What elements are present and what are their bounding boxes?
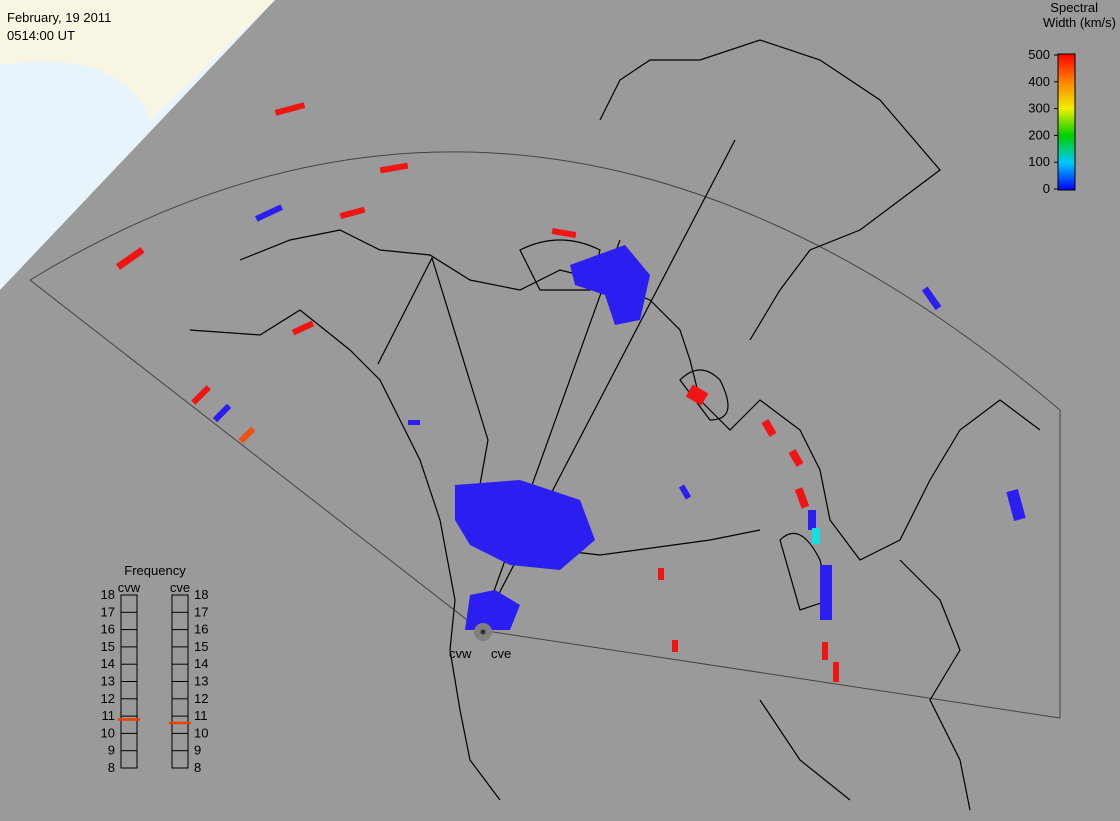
radar-name: cvw [118,580,141,595]
colorbar-tick-label: 200 [1028,127,1050,142]
station-label: cvw [449,646,472,661]
colorbar-title: Width (km/s) [1043,15,1116,30]
frequency-tick-label: 11 [194,708,208,723]
station-label: cve [491,646,511,661]
date: February, 19 2011 [7,10,111,25]
stations [474,623,492,641]
frequency-tick-label: 11 [102,708,116,723]
frequency-tick-label: 9 [108,743,115,758]
frequency-tick-label: 14 [101,656,115,671]
radar-echoes [115,102,1026,682]
frequency-tick-label: 9 [194,743,201,758]
frequency-tick-label: 15 [194,639,208,654]
frequency-tick-label: 13 [101,674,115,689]
colorbar-tick-label: 300 [1028,101,1050,116]
radar-name: cve [170,580,190,595]
frequency-tick-label: 8 [194,760,201,775]
frequency-tick-label: 12 [101,691,115,706]
daylight-sea [0,0,275,290]
frequency-title: Frequency [124,563,186,578]
time: 0514:00 UT [7,28,75,43]
frequency-tick-label: 16 [194,622,208,637]
colorbar-title: Spectral [1050,0,1098,15]
frequency-tick-label: 12 [194,691,208,706]
daylight-land [0,0,275,120]
frequency-tick-label: 18 [194,587,208,602]
frequency-tick-label: 10 [194,725,208,740]
colorbar [1057,53,1076,191]
colorbar-tick-label: 0 [1043,181,1050,196]
frequency-tick-label: 17 [101,604,115,619]
colorbar-tick-label: 500 [1028,47,1050,62]
frequency-tick-label: 15 [101,639,115,654]
frequency-tick-label: 16 [101,622,115,637]
frequency-tick-label: 10 [101,725,115,740]
frequency-tick-label: 18 [101,587,115,602]
colorbar-tick-label: 100 [1028,154,1050,169]
colorbar-tick-label: 400 [1028,74,1050,89]
frequency-tick-label: 14 [194,656,208,671]
station-marker [480,629,486,635]
frequency-tick-label: 13 [194,674,208,689]
frequency-tick-label: 8 [108,760,115,775]
frequency-tick-label: 17 [194,604,208,619]
